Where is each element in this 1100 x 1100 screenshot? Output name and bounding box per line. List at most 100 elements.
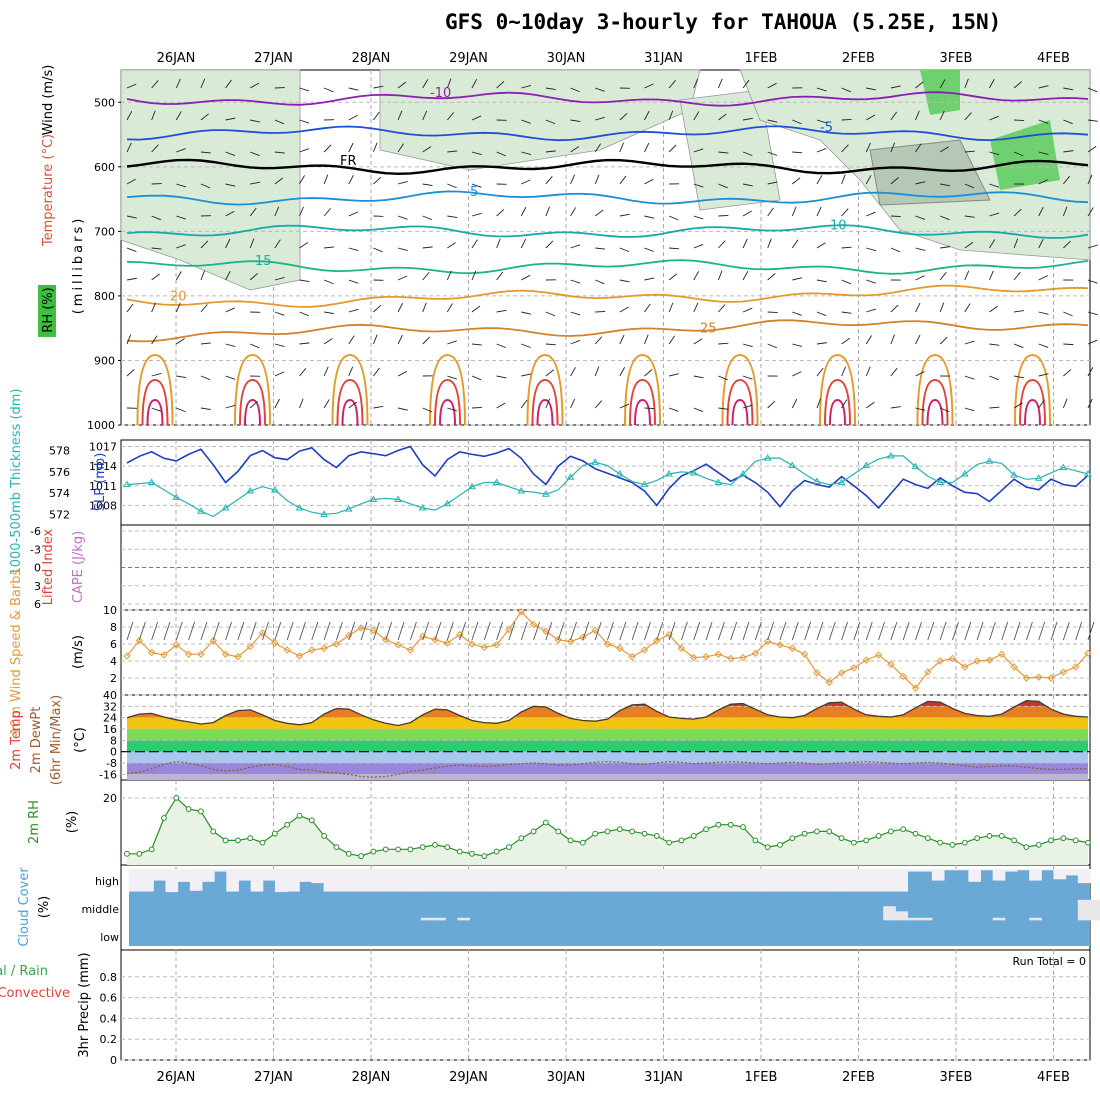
- wind-speed-marker: [924, 668, 932, 676]
- precip-tick-label: 0.2: [100, 1033, 118, 1046]
- cloud-high-gap: [493, 869, 507, 892]
- rh-marker: [604, 828, 611, 835]
- wind-speed-marker: [357, 624, 365, 632]
- surface-contour: [429, 353, 466, 426]
- date-label-top: 27JAN: [254, 51, 293, 66]
- wind-barb: [1013, 208, 1022, 217]
- thickness-marker: [788, 461, 797, 468]
- wind-barb: [299, 311, 309, 317]
- wind-barb: [250, 151, 260, 157]
- surface-contour: [341, 398, 359, 426]
- pressure-tick-label: 600: [94, 161, 115, 174]
- cloud-mid-gap: [1090, 899, 1100, 921]
- wind-barb: [1063, 343, 1074, 346]
- wind-barb: [274, 119, 285, 125]
- rh-marker: [887, 828, 894, 835]
- wind-speed-marker: [566, 637, 575, 646]
- wind-speed-marker: [948, 654, 957, 663]
- surface-contour: [731, 398, 749, 426]
- surface-wind-barb: [804, 621, 812, 641]
- wind-barb: [545, 87, 556, 91]
- wind-barb: [521, 311, 532, 315]
- wind-barb: [866, 114, 876, 121]
- wind-barb: [742, 271, 749, 281]
- rh-marker: [173, 794, 180, 801]
- cloud-high-gap: [274, 869, 288, 893]
- date-label-bottom: 3FEB: [940, 1070, 973, 1085]
- cloud-high-gap: [165, 869, 179, 893]
- surface-wind-barb: [533, 621, 541, 641]
- wind-barb: [718, 240, 726, 249]
- rh-marker: [814, 828, 820, 835]
- cloud-units-label: (%): [37, 896, 52, 919]
- surface-wind-barb: [286, 621, 294, 641]
- wind-barb: [915, 247, 926, 251]
- rh-marker: [124, 850, 130, 857]
- wind-barb: [915, 110, 920, 121]
- thickness-marker: [221, 504, 230, 511]
- surface-wind-barb: [422, 621, 430, 641]
- rh-marker: [777, 841, 783, 848]
- cloud-high-gap: [445, 869, 458, 892]
- cloud-high-gap: [749, 869, 763, 892]
- wind-barb: [126, 142, 132, 153]
- wind-barb: [422, 110, 428, 121]
- thickness-marker: [172, 493, 181, 500]
- cloud-high-gap: [481, 869, 495, 892]
- wind-barb: [595, 311, 606, 313]
- rh-marker: [974, 835, 981, 842]
- cloud-high-gap: [895, 869, 909, 892]
- wind-barb: [742, 343, 753, 348]
- wind-speed-marker: [184, 650, 193, 658]
- wind-barb: [323, 208, 331, 217]
- wind-speed-marker: [332, 640, 341, 648]
- wind-barb: [471, 183, 482, 188]
- wind-barb: [841, 279, 852, 285]
- surface-wind-barb: [570, 621, 577, 641]
- isotherm-line-FR: [126, 158, 1089, 176]
- date-label-top: 1FEB: [745, 51, 778, 66]
- date-label-bottom: 2FEB: [842, 1070, 875, 1085]
- surface-contour: [634, 398, 651, 426]
- rh-marker: [863, 837, 870, 844]
- cloud-high-gap: [214, 869, 227, 872]
- wind-barb: [151, 144, 159, 153]
- wind-barb: [816, 119, 827, 124]
- cloud-mid-gap: [992, 917, 1006, 921]
- isotherm-line-25: [126, 319, 1089, 343]
- wind-barb: [989, 212, 1000, 217]
- wind-barb: [989, 115, 999, 121]
- wind-barb: [397, 110, 403, 121]
- wind-barb: [742, 375, 753, 380]
- pressure-tick-label: 1000: [87, 419, 115, 432]
- cloud-high-gap: [785, 869, 799, 892]
- rh-marker: [555, 828, 562, 835]
- wind-barb: [225, 343, 236, 348]
- date-label-top: 30JAN: [547, 51, 586, 66]
- wind-barb: [151, 273, 160, 281]
- wind-speed-marker: [172, 641, 180, 649]
- rh-marker: [666, 839, 673, 846]
- cloud-high-gap: [579, 869, 592, 892]
- cloud-high-gap: [1065, 869, 1079, 876]
- temp-band: [127, 763, 1088, 775]
- rh-marker: [234, 837, 241, 844]
- wind-barb: [176, 148, 186, 153]
- rh-marker: [715, 821, 722, 828]
- thickness-marker: [985, 457, 994, 464]
- rh-marker: [136, 850, 143, 857]
- cloud-high-gap: [335, 869, 349, 892]
- wind-barb: [299, 119, 310, 124]
- rh-marker: [1023, 844, 1030, 851]
- pressure-tick-label: 700: [94, 225, 115, 238]
- date-label-top: 26JAN: [157, 51, 196, 66]
- temp-band: [127, 717, 1088, 729]
- wind-barb: [767, 343, 778, 349]
- thickness-marker: [468, 482, 476, 490]
- date-label-bottom: 28JAN: [352, 1070, 391, 1085]
- surface-wind-barb: [274, 621, 282, 641]
- wind-barb: [496, 402, 506, 409]
- wind-barb: [816, 311, 827, 317]
- thickness-marker: [197, 507, 205, 514]
